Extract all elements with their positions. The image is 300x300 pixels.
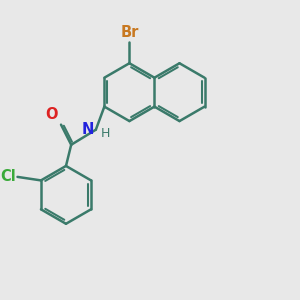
Text: Br: Br xyxy=(120,25,139,40)
Text: H: H xyxy=(101,127,110,140)
Text: N: N xyxy=(82,122,94,137)
Text: Cl: Cl xyxy=(0,169,16,184)
Text: O: O xyxy=(46,107,58,122)
